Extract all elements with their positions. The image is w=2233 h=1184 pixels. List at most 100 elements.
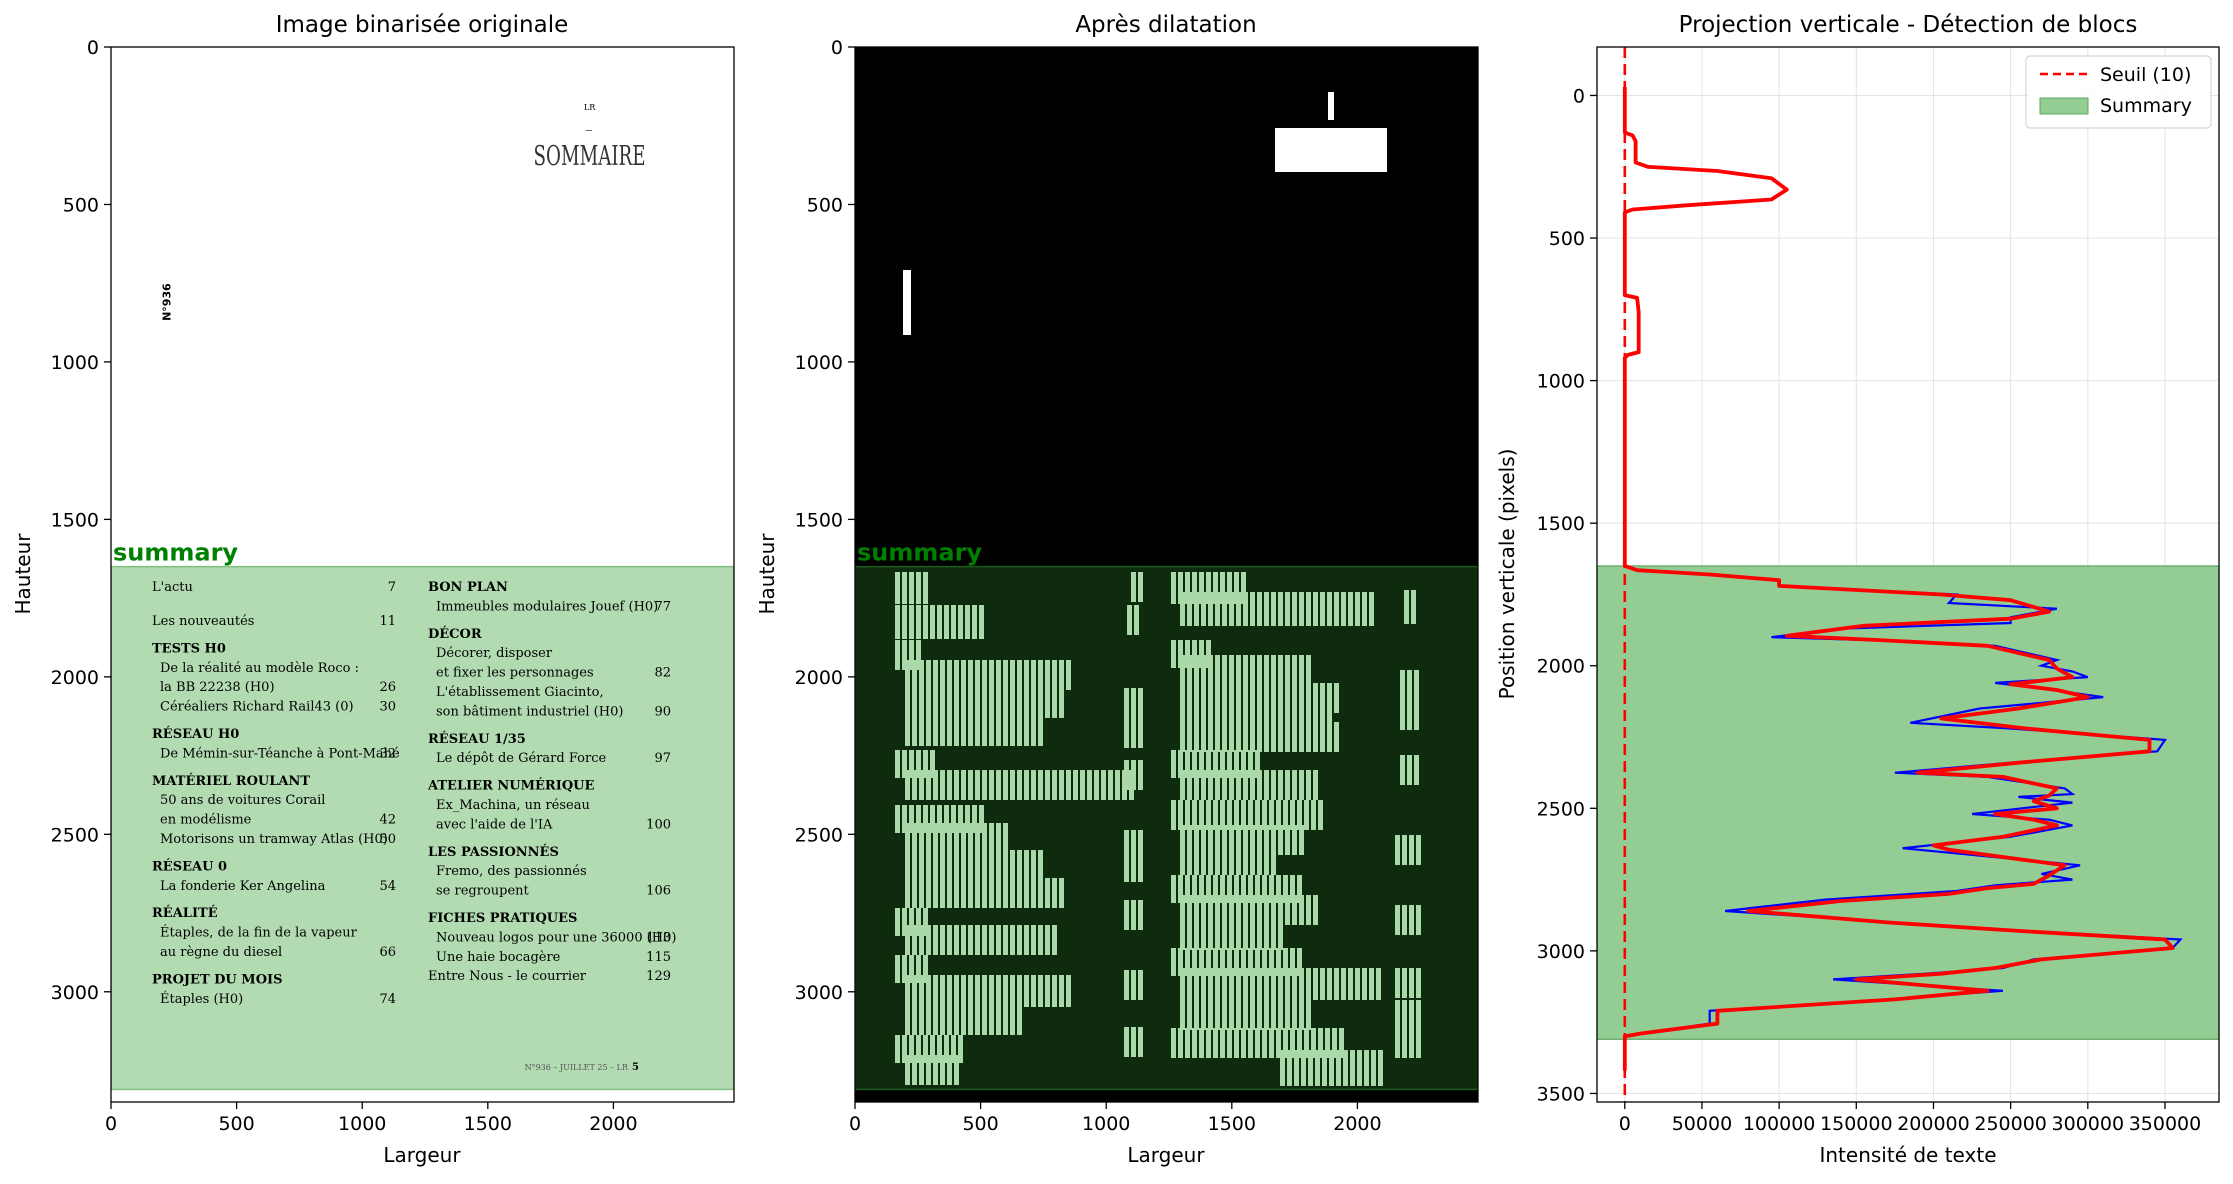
toc-entry: Une haie bocagère [436, 950, 561, 965]
dilated-line-blob [905, 823, 1008, 851]
dilated-glyph [1299, 655, 1304, 685]
dilated-glyph [1201, 592, 1206, 626]
dilated-glyph [1315, 1050, 1320, 1086]
dilated-glyph [1031, 690, 1036, 718]
dilated-glyph [1306, 770, 1311, 800]
dilated-glyph [1010, 718, 1015, 746]
dilated-glyph [940, 823, 945, 851]
dilated-glyph [996, 975, 1001, 1007]
dilated-glyph [1178, 750, 1183, 778]
dilated-glyph [982, 850, 987, 880]
dilated-glyph [1185, 1028, 1190, 1058]
dilated-glyph [1409, 1028, 1414, 1058]
dilated-glyph [933, 975, 938, 1007]
dilated-glyph [1355, 968, 1360, 1000]
dilated-glyph [1255, 800, 1260, 830]
dilated-glyph [1138, 1027, 1143, 1057]
dilated-glyph [989, 1005, 994, 1035]
dilated-glyph [940, 660, 945, 690]
page-footer: N°936 – JUILLET 25 – LR [525, 1063, 629, 1072]
toc-page-number: 7 [388, 580, 396, 595]
dilated-glyph [1180, 770, 1185, 800]
dilated-line-blob [1395, 905, 1421, 935]
dilated-glyph [1138, 572, 1143, 602]
dilated-glyph [1222, 722, 1227, 752]
dilated-glyph [902, 750, 907, 778]
dilated-glyph [1213, 875, 1218, 903]
dilated-glyph [1199, 750, 1204, 778]
dilated-glyph [1229, 722, 1234, 752]
dilated-glyph [1414, 700, 1419, 730]
dilated-glyph [944, 805, 949, 833]
dilated-glyph [1208, 895, 1213, 925]
dilated-glyph [996, 660, 1001, 690]
toc-entry: et fixer les personnages [436, 666, 594, 681]
dilated-glyph [902, 908, 907, 936]
dilated-glyph [1222, 920, 1227, 950]
dilated-glyph [975, 925, 980, 955]
toc-entry: Nouveau logos pour une 36000 (H0) [436, 930, 676, 945]
dilated-glyph [961, 770, 966, 800]
dilated-glyph [1038, 770, 1043, 800]
dilated-glyph [1262, 948, 1267, 976]
dilated-glyph [975, 878, 980, 908]
dilated-glyph [905, 1005, 910, 1035]
dilated-glyph [905, 718, 910, 746]
page-number: 5 [632, 1062, 639, 1073]
dilated-glyph [1264, 770, 1269, 800]
dilated-glyph [1206, 640, 1211, 668]
dilated-glyph [1038, 660, 1043, 690]
dilated-glyph [1407, 670, 1412, 700]
dilated-glyph [902, 955, 907, 983]
dilated-glyph [909, 805, 914, 833]
dilated-glyph [1227, 1028, 1232, 1058]
panel-projection: 0 50000 100000 150000 200000 250000 300000 3500… [1495, 46, 2220, 1167]
smoothed-projection-curve [1622, 86, 2175, 1071]
dilated-line-blob [1180, 920, 1283, 950]
dilated-glyph [1187, 845, 1192, 875]
dilated-glyph [1192, 875, 1197, 903]
dilated-glyph [1311, 800, 1316, 830]
table-of-contents: L'actu 7 Les nouveautés 11 TESTS H0 De la réa… [152, 580, 676, 1007]
dilated-glyph [961, 878, 966, 908]
dilated-glyph [1180, 700, 1185, 730]
dilated-line-blob [1124, 830, 1143, 860]
dilated-glyph [989, 878, 994, 908]
dilated-glyph [1227, 948, 1232, 976]
dilated-glyph [1208, 770, 1213, 800]
dilated-glyph [1178, 800, 1183, 830]
dilated-glyph [1271, 722, 1276, 752]
dilated-glyph [895, 805, 900, 833]
dilated-glyph [902, 1035, 907, 1063]
dilated-glyph [944, 605, 949, 639]
dilated-glyph [1248, 1028, 1253, 1058]
dilated-glyph [972, 805, 977, 833]
y-tick-label: 500 [1549, 228, 1585, 250]
y-tick-label: 500 [807, 194, 843, 216]
dilated-glyph [1108, 770, 1113, 800]
dilated-glyph [905, 975, 910, 1007]
dilated-glyph [1171, 750, 1176, 778]
dilated-glyph [902, 572, 907, 604]
dilated-glyph [1257, 683, 1262, 713]
dilated-glyph [1290, 800, 1295, 830]
dilated-glyph [1038, 925, 1043, 955]
dilated-glyph [1243, 770, 1248, 800]
dilated-glyph [1297, 800, 1302, 830]
dilated-glyph [1364, 1050, 1369, 1086]
dilated-glyph [1348, 592, 1353, 626]
dilated-glyph [1264, 722, 1269, 752]
dilated-glyph [1250, 592, 1255, 626]
dilated-glyph [909, 955, 914, 983]
dilated-glyph [1201, 770, 1206, 800]
dilated-glyph [1194, 592, 1199, 626]
panel-original: LR SOMMAIRE N°936 L'actu 7 Les nouveautés 1… [11, 37, 735, 1167]
dilated-glyph [1178, 875, 1183, 903]
dilated-glyph [958, 1035, 963, 1063]
dilated-glyph [1187, 920, 1192, 950]
dilated-glyph [1017, 925, 1022, 955]
dilated-glyph [951, 1035, 956, 1063]
dilated-glyph [1299, 1000, 1304, 1030]
dilated-glyph [1229, 592, 1234, 626]
dilated-glyph [916, 908, 921, 936]
